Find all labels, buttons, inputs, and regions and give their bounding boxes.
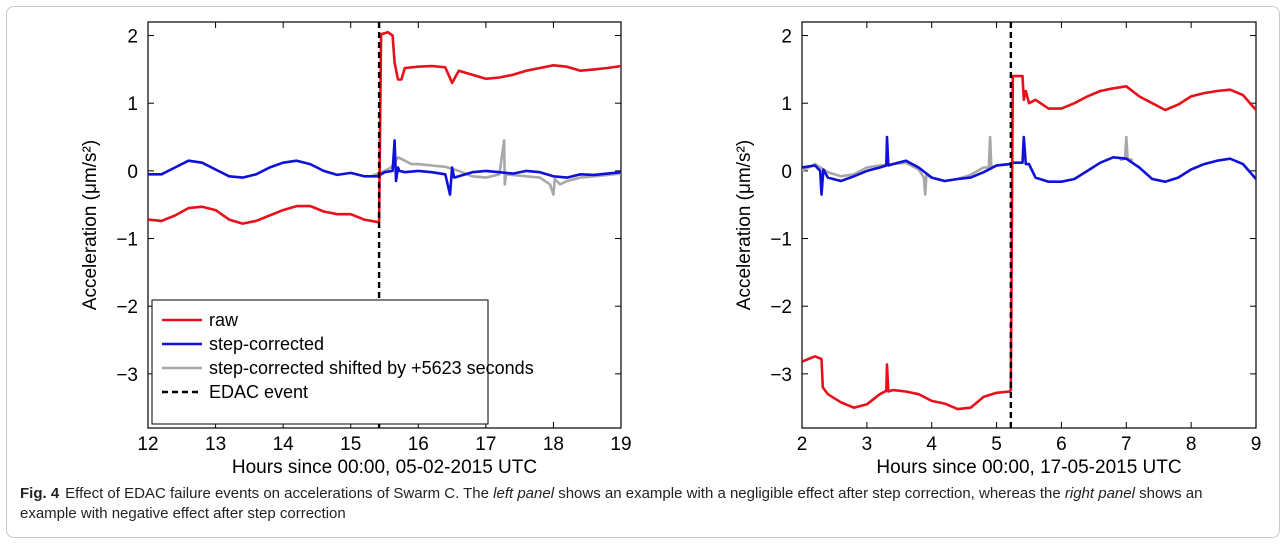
caption-left-panel: left panel [493, 485, 555, 502]
y-tick-label: 1 [127, 94, 138, 115]
caption-right-panel: right panel [1064, 485, 1135, 502]
series-line-step-corrected [148, 139, 621, 196]
y-tick-label: −3 [116, 365, 138, 386]
x-tick-label: 2 [797, 434, 808, 455]
x-axis-label: Hours since 00:00, 05-02-2015 UTC [232, 457, 537, 478]
x-tick-label: 15 [340, 434, 361, 455]
series-line-shifted-after-event [1119, 135, 1134, 162]
x-axis-label: Hours since 00:00, 17-05-2015 UTC [876, 457, 1181, 478]
x-tick-label: 5 [991, 434, 1002, 455]
y-axis-label: Acceleration (μm/s²) [734, 140, 755, 310]
plot-area-right [801, 21, 1257, 429]
y-tick-label: 2 [127, 27, 138, 48]
caption-text-3: shows an example with negative effect af… [20, 485, 1203, 522]
y-tick-label: 1 [781, 94, 792, 115]
series-group [802, 74, 1256, 411]
y-tick-label: −1 [116, 230, 138, 251]
x-tick-label: 18 [543, 434, 564, 455]
x-tick-label: 16 [408, 434, 429, 455]
legend-label: raw [209, 310, 239, 330]
legend-box [151, 299, 489, 425]
figure-frame [6, 6, 1280, 538]
y-tick-label: −2 [770, 297, 792, 318]
chart-panel-right: 2 3 4 5 6 7 8 9 −3 −2 −1 0 1 2 Hours since 00:00, 17-0… [734, 21, 1262, 478]
x-tick-label: 9 [1251, 434, 1262, 455]
x-tick-label: 7 [1121, 434, 1132, 455]
caption-text-2: shows an example with a negligible effec… [554, 485, 1065, 502]
x-tick-label: 19 [610, 434, 631, 455]
series-line-raw [148, 30, 621, 225]
y-tick-label: 0 [127, 162, 138, 183]
x-tick-label: 14 [273, 434, 295, 455]
x-tick-label: 12 [137, 434, 158, 455]
x-tick-label: 13 [205, 434, 226, 455]
series-line-raw [802, 74, 1256, 411]
y-axis-label: Acceleration (μm/s²) [80, 140, 101, 310]
x-tick-label: 6 [1056, 434, 1067, 455]
x-tick-label: 3 [862, 434, 873, 455]
x-tick-label: 4 [926, 434, 937, 455]
legend-label: step-corrected [209, 334, 324, 354]
y-tick-label: 2 [781, 27, 792, 48]
series-line-step-corrected-shifted-by-5623-seconds [802, 135, 1010, 196]
plot-area-left [147, 21, 622, 429]
figure-caption: Fig. 4 Effect of EDAC failure events on a… [20, 484, 1260, 524]
series-group [148, 30, 621, 225]
series-line-step-corrected-shifted-by-5623-seconds [370, 139, 621, 196]
figure-label: Fig. 4 [20, 485, 60, 502]
caption-text-1: Effect of EDAC failure events on acceler… [65, 485, 494, 502]
y-tick-label: −2 [116, 297, 138, 318]
legend-label: EDAC event [209, 382, 308, 402]
y-tick-label: 0 [781, 162, 792, 183]
x-tick-label: 8 [1186, 434, 1197, 455]
legend-label: step-corrected shifted by +5623 seconds [209, 358, 534, 378]
y-tick-label: −1 [770, 230, 792, 251]
x-tick-label: 17 [475, 434, 496, 455]
legend: raw step-corrected step-corrected shifted … [151, 299, 534, 425]
y-tick-label: −3 [770, 365, 792, 386]
